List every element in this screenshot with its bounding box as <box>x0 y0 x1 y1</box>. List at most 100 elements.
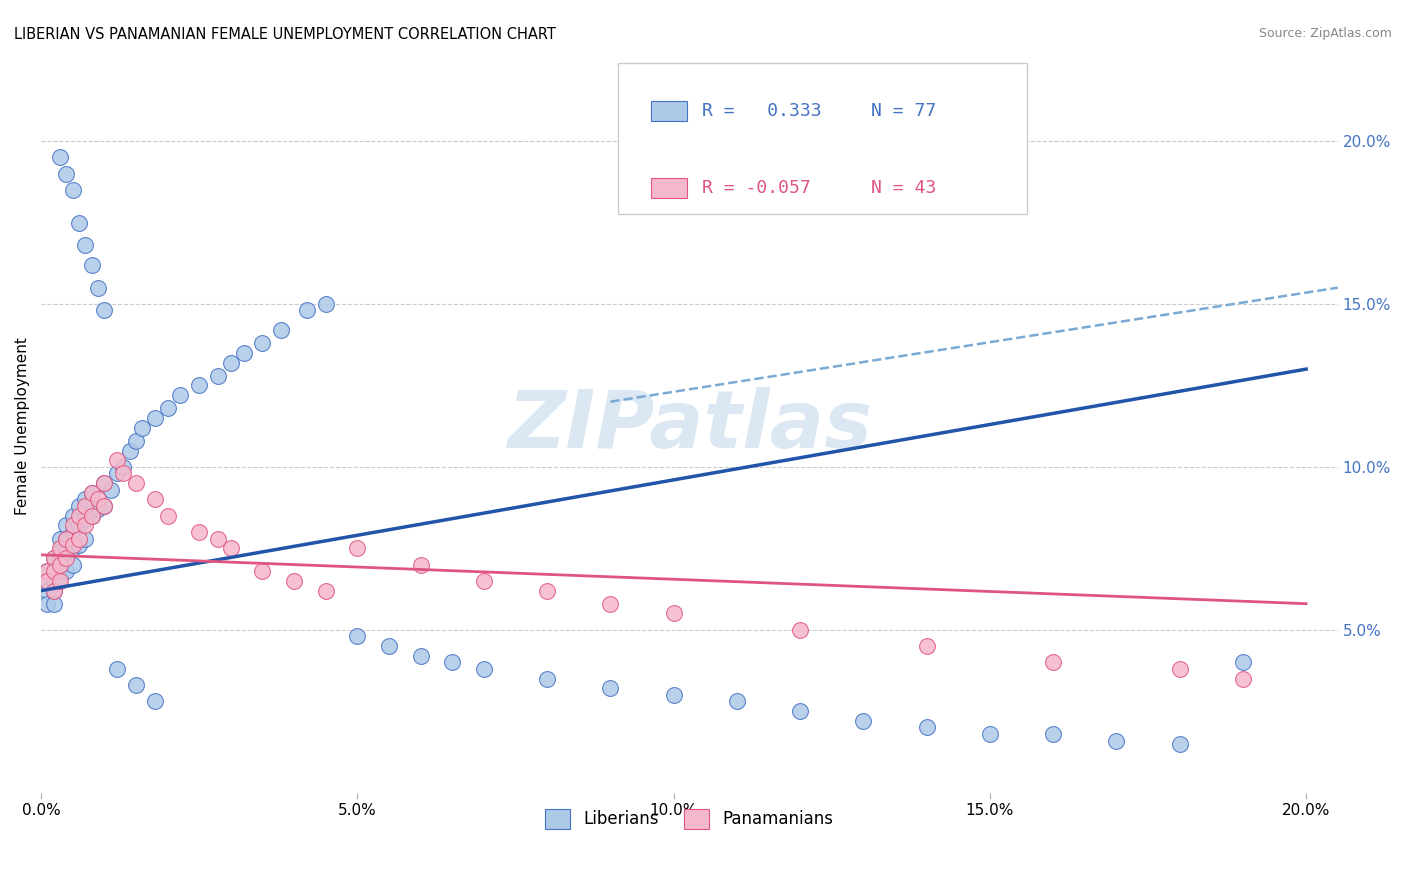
Point <box>472 662 495 676</box>
Point <box>62 508 84 523</box>
Point <box>80 486 103 500</box>
Point <box>252 564 274 578</box>
Point <box>75 499 97 513</box>
Point <box>105 453 128 467</box>
Point <box>55 532 77 546</box>
Point <box>42 583 65 598</box>
Point <box>252 336 274 351</box>
Point <box>75 532 97 546</box>
Point <box>143 694 166 708</box>
Point <box>125 678 148 692</box>
Point <box>93 499 115 513</box>
Point <box>62 538 84 552</box>
Point <box>75 492 97 507</box>
Point <box>37 597 59 611</box>
Point <box>67 532 90 546</box>
Point <box>80 508 103 523</box>
Point <box>915 639 938 653</box>
Point <box>1232 656 1254 670</box>
Point <box>1042 656 1064 670</box>
Point <box>789 704 811 718</box>
FancyBboxPatch shape <box>651 178 688 198</box>
Point <box>93 476 115 491</box>
Point <box>156 508 179 523</box>
Point <box>536 672 558 686</box>
Point <box>37 564 59 578</box>
Point <box>55 532 77 546</box>
Point <box>49 558 72 572</box>
Point <box>55 167 77 181</box>
Point <box>55 518 77 533</box>
Point <box>62 541 84 556</box>
Point <box>662 688 685 702</box>
Point <box>37 574 59 588</box>
Text: R =   0.333: R = 0.333 <box>703 102 823 120</box>
Point <box>207 368 229 383</box>
Point <box>283 574 305 588</box>
Point <box>37 564 59 578</box>
Point <box>49 150 72 164</box>
Point <box>188 378 211 392</box>
Point <box>62 518 84 533</box>
Point <box>87 502 110 516</box>
Text: ZIPatlas: ZIPatlas <box>508 387 872 465</box>
Point <box>346 629 368 643</box>
Point <box>80 508 103 523</box>
Point <box>662 607 685 621</box>
Point <box>315 583 337 598</box>
Point <box>80 258 103 272</box>
Text: R = -0.057: R = -0.057 <box>703 179 811 197</box>
Point <box>315 297 337 311</box>
Point <box>67 499 90 513</box>
Point <box>93 303 115 318</box>
Point <box>143 411 166 425</box>
Point <box>37 574 59 588</box>
Point <box>169 388 191 402</box>
Point <box>915 721 938 735</box>
Point <box>67 538 90 552</box>
Point <box>49 574 72 588</box>
Point <box>599 681 621 696</box>
Point <box>37 583 59 598</box>
Point <box>55 564 77 578</box>
Point <box>93 499 115 513</box>
Point <box>852 714 875 728</box>
Point <box>131 421 153 435</box>
Point <box>789 623 811 637</box>
Point <box>75 518 97 533</box>
Point <box>87 280 110 294</box>
Text: LIBERIAN VS PANAMANIAN FEMALE UNEMPLOYMENT CORRELATION CHART: LIBERIAN VS PANAMANIAN FEMALE UNEMPLOYME… <box>14 27 555 42</box>
Point <box>42 574 65 588</box>
Text: N = 77: N = 77 <box>870 102 936 120</box>
Point <box>62 524 84 539</box>
Point <box>93 476 115 491</box>
Point <box>346 541 368 556</box>
Point <box>42 583 65 598</box>
Point <box>42 551 65 566</box>
Point <box>270 323 292 337</box>
Point <box>472 574 495 588</box>
Point <box>67 215 90 229</box>
Point <box>49 541 72 556</box>
Point <box>232 346 254 360</box>
Point <box>80 486 103 500</box>
Point <box>409 648 432 663</box>
Point <box>112 467 135 481</box>
Point <box>62 183 84 197</box>
Point <box>118 443 141 458</box>
Point <box>55 551 77 566</box>
Point <box>143 492 166 507</box>
Point <box>1105 733 1128 747</box>
Point <box>1232 672 1254 686</box>
Point <box>188 524 211 539</box>
Text: N = 43: N = 43 <box>870 179 936 197</box>
Legend: Liberians, Panamanians: Liberians, Panamanians <box>538 802 841 836</box>
Point <box>49 532 72 546</box>
Point <box>75 512 97 526</box>
Point <box>409 558 432 572</box>
Point <box>75 238 97 252</box>
Point <box>125 434 148 448</box>
Point <box>42 564 65 578</box>
Point <box>441 656 464 670</box>
Point <box>49 558 72 572</box>
